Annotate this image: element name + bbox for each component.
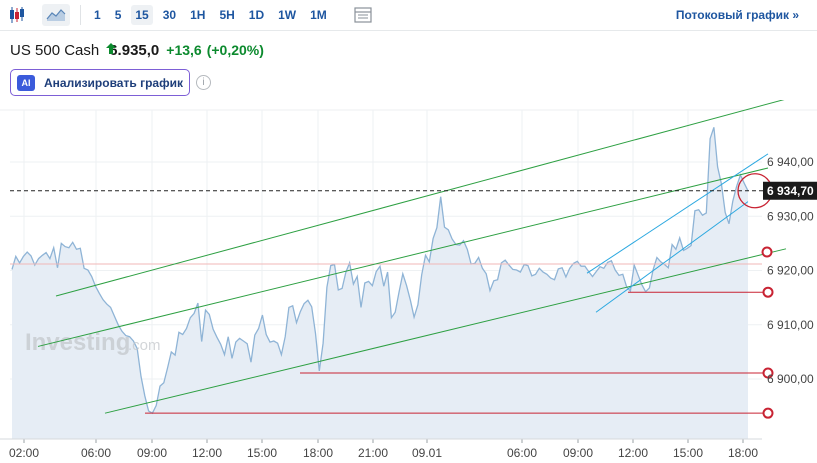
trend-channel-line-0[interactable] — [55, 100, 786, 297]
timeframe-5h[interactable]: 5H — [219, 8, 235, 22]
y-tick-label: 6 930,00 — [767, 209, 814, 223]
info-icon[interactable]: i — [196, 75, 211, 90]
trend-channel-line-2[interactable] — [104, 248, 787, 414]
price-area-fill — [12, 127, 748, 440]
current-price-badge — [763, 181, 817, 200]
y-tick-label: 6 920,00 — [767, 264, 814, 278]
x-tick-label: 06:00 — [81, 446, 111, 460]
quote-header: US 500 Cash 6.935,0 +13,6 (+0,20%) — [10, 42, 264, 62]
x-tick-label: 09:00 — [137, 446, 167, 460]
x-tick-label: 02:00 — [9, 446, 39, 460]
x-tick-label: 18:00 — [728, 446, 758, 460]
timeframe-1[interactable]: 1 — [94, 8, 101, 22]
instrument-name: US 500 Cash — [10, 42, 100, 59]
x-tick-label: 15:00 — [247, 446, 277, 460]
x-tick-label: 06:00 — [507, 446, 537, 460]
timeframe-30[interactable]: 30 — [162, 8, 177, 22]
y-tick-label: 6 940,00 — [767, 155, 814, 169]
candlestick-icon[interactable] — [4, 4, 30, 26]
x-tick-label: 15:00 — [673, 446, 703, 460]
streaming-chart-link[interactable]: Потоковый график » — [675, 8, 799, 22]
x-tick-label: 21:00 — [358, 446, 388, 460]
watermark-suffix: .com — [128, 337, 161, 354]
reference-line-handle[interactable] — [761, 246, 773, 258]
toolbar-divider — [80, 5, 81, 25]
price-change: +13,6 — [166, 42, 202, 58]
ai-badge-icon: AI — [17, 74, 35, 91]
timeframe-15[interactable]: 15 — [131, 5, 153, 25]
watermark-logo: Investing — [25, 329, 130, 356]
chart-toolbar: 1 5 15 30 1H 5H 1D 1W 1M Потоковый график » — [0, 0, 817, 31]
y-tick-label: 6 900,00 — [767, 372, 814, 386]
timeframe-1m[interactable]: 1M — [310, 8, 327, 22]
x-tick-label: 09.01 — [412, 446, 442, 460]
timeframe-1h[interactable]: 1H — [190, 8, 206, 22]
x-tick-label: 09:00 — [563, 446, 593, 460]
price-chart[interactable]: Investing.com 6 900,00 6 910,00 6 920,00 6 9… — [0, 100, 817, 463]
x-tick-label: 12:00 — [618, 446, 648, 460]
last-price: 6.935,0 — [109, 42, 160, 59]
level-handle-1[interactable] — [762, 367, 774, 379]
analyze-chart-button[interactable]: AI Анализировать график — [10, 69, 190, 96]
level-handle-2[interactable] — [762, 407, 774, 419]
timeframe-list: 1 5 15 30 1H 5H 1D 1W 1M — [87, 5, 334, 25]
timeframe-5[interactable]: 5 — [114, 8, 122, 22]
trend-channel-line-1[interactable] — [37, 167, 769, 347]
timeframe-1d[interactable]: 1D — [248, 8, 265, 22]
area-chart-icon[interactable] — [42, 4, 70, 26]
timeframe-1w[interactable]: 1W — [278, 8, 297, 22]
trend-channel-line-3[interactable] — [586, 153, 769, 274]
x-tick-label: 12:00 — [192, 446, 222, 460]
table-icon[interactable] — [352, 5, 374, 25]
current-price-label: 6 934,70 — [767, 184, 814, 198]
price-line[interactable] — [11, 127, 749, 415]
x-tick-label: 18:00 — [303, 446, 333, 460]
trend-channel-line-4[interactable] — [595, 201, 749, 313]
y-tick-label: 6 910,00 — [767, 318, 814, 332]
level-handle-0[interactable] — [762, 286, 774, 298]
analyze-chart-label: Анализировать график — [44, 75, 183, 90]
price-change-percent: (+0,20%) — [206, 42, 264, 58]
